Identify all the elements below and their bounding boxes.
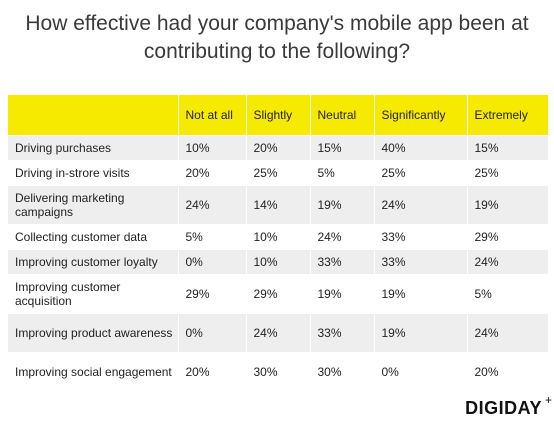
table-cell: 10% <box>245 249 310 275</box>
table-cell: 5% <box>309 160 374 186</box>
table-cell: 29% <box>245 274 310 314</box>
table-row: Improving social engagement 20% 30% 30% … <box>8 352 548 391</box>
table-cell: 0% <box>177 313 246 353</box>
table-cell: 33% <box>373 224 467 250</box>
table-cell: 29% <box>466 224 548 250</box>
table-cell: 19% <box>466 185 548 225</box>
header-cell: Neutral <box>309 95 374 136</box>
table-cell: 33% <box>373 249 467 275</box>
row-label: Improving social engagement <box>8 352 178 391</box>
table-cell: 5% <box>177 224 246 250</box>
table-row: Driving in-strore visits 20% 25% 5% 25% … <box>8 160 548 186</box>
table-cell: 24% <box>466 249 548 275</box>
plus-mark: + <box>544 393 552 407</box>
row-label: Delivering marketing campaigns <box>8 185 178 225</box>
table-cell: 20% <box>177 352 246 391</box>
row-label: Collecting customer data <box>8 224 178 250</box>
table-cell: 0% <box>373 352 467 391</box>
data-table: Not at all Slightly Neutral Significantl… <box>8 95 548 391</box>
header-cell-empty <box>8 95 178 136</box>
table-row: Improving product awareness 0% 24% 33% 1… <box>8 313 548 353</box>
table-row: Collecting customer data 5% 10% 24% 33% … <box>8 224 548 250</box>
table-row: Driving purchases 10% 20% 15% 40% 15% <box>8 135 548 161</box>
table-cell: 30% <box>245 352 310 391</box>
header-cell: Extremely <box>466 95 548 136</box>
header-cell: Not at all <box>177 95 246 136</box>
table-cell: 29% <box>177 274 246 314</box>
table-cell: 40% <box>373 135 467 161</box>
table-row: Delivering marketing campaigns 24% 14% 1… <box>8 185 548 225</box>
table-cell: 14% <box>245 185 310 225</box>
table-cell: 5% <box>466 274 548 314</box>
table-cell: 24% <box>245 313 310 353</box>
header-cell: Slightly <box>245 95 310 136</box>
table-cell: 20% <box>177 160 246 186</box>
table-cell: 33% <box>309 249 374 275</box>
table-row: Improving customer acquisition 29% 29% 1… <box>8 274 548 314</box>
table-cell: 24% <box>177 185 246 225</box>
table-cell: 10% <box>177 135 246 161</box>
table-cell: 0% <box>177 249 246 275</box>
header-row: Not at all Slightly Neutral Significantl… <box>8 95 548 136</box>
table-cell: 25% <box>373 160 467 186</box>
row-label: Driving in-strore visits <box>8 160 178 186</box>
table-cell: 20% <box>466 352 548 391</box>
table-cell: 10% <box>245 224 310 250</box>
chart-title: How effective had your company's mobile … <box>25 12 529 63</box>
row-label: Driving purchases <box>8 135 178 161</box>
table-cell: 15% <box>309 135 374 161</box>
table-cell: 19% <box>373 274 467 314</box>
table-cell: 25% <box>245 160 310 186</box>
table-cell: 30% <box>309 352 374 391</box>
row-label: Improving customer acquisition <box>8 274 178 314</box>
table-cell: 24% <box>373 185 467 225</box>
digiday-logo: DIGIDAY <box>465 398 542 418</box>
table-cell: 33% <box>309 313 374 353</box>
row-label: Improving product awareness <box>8 313 178 353</box>
table-cell: 25% <box>466 160 548 186</box>
table-cell: 19% <box>309 185 374 225</box>
table-cell: 24% <box>466 313 548 353</box>
header-cell: Significantly <box>373 95 467 136</box>
table-row: Improving customer loyalty 0% 10% 33% 33… <box>8 249 548 275</box>
table-cell: 24% <box>309 224 374 250</box>
table-cell: 19% <box>309 274 374 314</box>
table-cell: 19% <box>373 313 467 353</box>
table-cell: 15% <box>466 135 548 161</box>
row-label: Improving customer loyalty <box>8 249 178 275</box>
table-cell: 20% <box>245 135 310 161</box>
